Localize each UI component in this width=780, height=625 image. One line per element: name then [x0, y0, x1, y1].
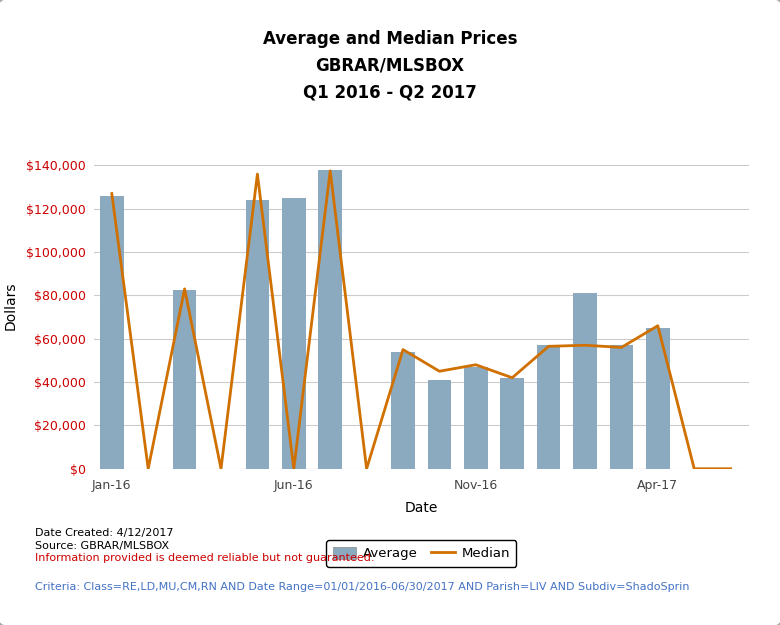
Bar	[318, 170, 342, 469]
Y-axis label: Dollars: Dollars	[4, 282, 18, 331]
Text: Criteria: Class=RE,LD,MU,CM,RN AND Date Range=01/01/2016-06/30/2017 AND Parish=L: Criteria: Class=RE,LD,MU,CM,RN AND Date …	[35, 582, 690, 592]
Bar	[464, 367, 488, 469]
Text: Source: GBRAR/MLSBOX: Source: GBRAR/MLSBOX	[35, 541, 169, 551]
Bar	[427, 380, 451, 469]
Bar	[500, 378, 524, 469]
Bar	[172, 290, 197, 469]
Text: Average and Median Prices
GBRAR/MLSBOX
Q1 2016 - Q2 2017: Average and Median Prices GBRAR/MLSBOX Q…	[263, 30, 517, 101]
Text: Information provided is deemed reliable but not guaranteed.: Information provided is deemed reliable …	[35, 553, 374, 563]
Bar	[646, 328, 669, 469]
X-axis label: Date: Date	[405, 501, 438, 514]
Bar	[100, 196, 123, 469]
Bar	[537, 345, 560, 469]
Bar	[610, 345, 633, 469]
Legend: Average, Median: Average, Median	[326, 541, 516, 567]
Bar	[246, 200, 269, 469]
Bar	[282, 198, 306, 469]
Bar	[573, 293, 597, 469]
Text: Date Created: 4/12/2017: Date Created: 4/12/2017	[35, 528, 174, 538]
Bar	[391, 352, 415, 469]
